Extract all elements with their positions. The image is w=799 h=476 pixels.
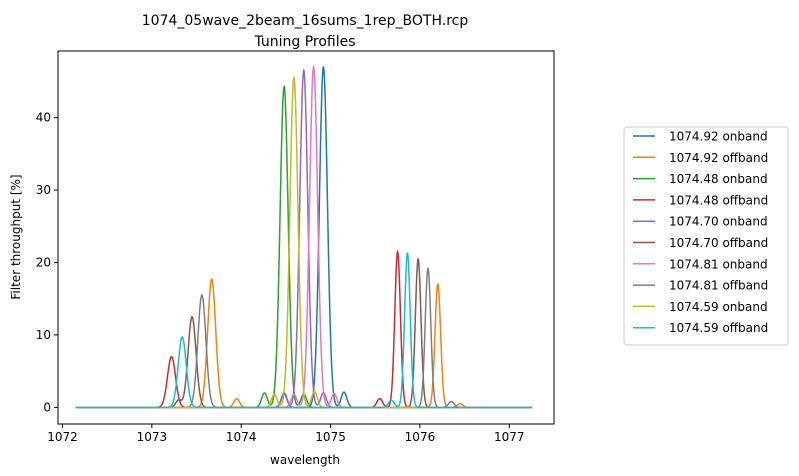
y-tick-label: 10 — [36, 328, 51, 342]
y-tick-label: 40 — [36, 111, 51, 125]
plot-frame — [57, 50, 555, 425]
legend-label: 1074.70 onband — [669, 215, 768, 229]
y-axis-label: Filter throughput [%] — [9, 174, 23, 299]
x-tick-label: 1075 — [315, 430, 346, 444]
x-tick-label: 1076 — [405, 430, 436, 444]
legend-label: 1074.81 onband — [669, 257, 768, 271]
series-line — [75, 85, 532, 409]
plot-lines — [75, 64, 532, 409]
legend-label: 1074.59 offband — [669, 321, 768, 335]
legend-label: 1074.92 onband — [669, 130, 768, 144]
legend-label: 1074.48 onband — [669, 172, 768, 186]
legend-label: 1074.92 offband — [669, 151, 768, 165]
series-line — [75, 75, 532, 409]
x-tick-label: 1074 — [226, 430, 257, 444]
chart-subtitle: Tuning Profiles — [253, 34, 355, 50]
x-axis-ticks: 1072 1073 1074 1075 1076 1077 — [47, 424, 525, 444]
legend-box — [623, 126, 789, 346]
series-line — [75, 64, 532, 409]
chart-title: 1074_05wave_2beam_16sums_1rep_BOTH.rcp — [142, 13, 469, 29]
x-tick-label: 1077 — [494, 430, 525, 444]
legend-label: 1074.48 offband — [669, 193, 768, 207]
legend-label: 1074.70 offband — [669, 236, 768, 250]
series-line — [75, 252, 532, 409]
x-tick-label: 1072 — [47, 430, 78, 444]
y-tick-label: 20 — [36, 255, 51, 269]
x-tick-label: 1073 — [137, 430, 168, 444]
y-axis-ticks: 0 10 20 30 40 — [36, 111, 58, 414]
legend-label: 1074.59 onband — [669, 300, 768, 314]
legend-label: 1074.81 offband — [669, 279, 768, 293]
x-axis-label: wavelength — [270, 453, 340, 467]
series-line — [75, 67, 532, 409]
y-tick-label: 0 — [43, 400, 51, 414]
series-line — [75, 65, 532, 409]
y-tick-label: 30 — [36, 183, 51, 197]
legend: 1074.92 onband 1074.92 offband 1074.48 onb… — [623, 126, 789, 346]
